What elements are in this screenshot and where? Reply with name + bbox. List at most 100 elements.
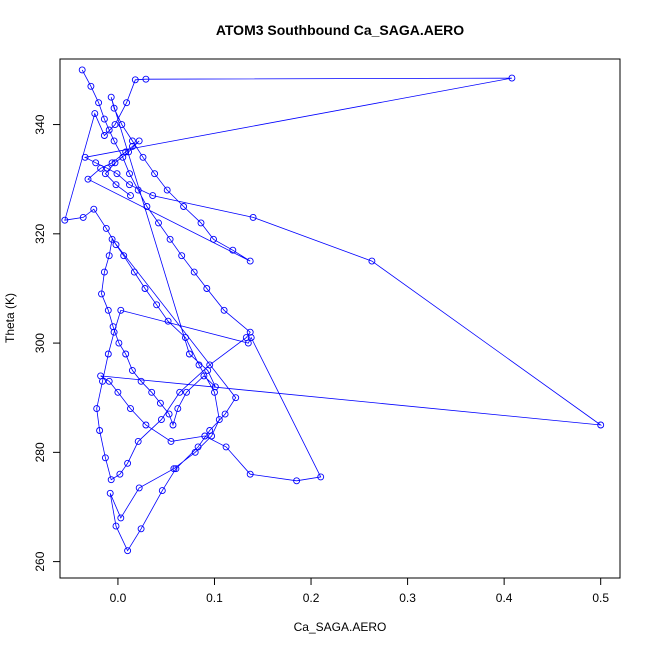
data-point (92, 159, 100, 167)
data-point (142, 75, 150, 83)
data-point (102, 224, 110, 232)
data-point (222, 443, 230, 451)
data-point (87, 82, 95, 90)
data-point (163, 186, 171, 194)
data-point (368, 257, 376, 265)
x-tick-label: 0.3 (399, 591, 416, 605)
data-point (100, 132, 108, 139)
data-point (105, 126, 113, 134)
plot-frame (59, 58, 621, 579)
data-point (128, 366, 136, 374)
data-point (111, 159, 119, 167)
x-tick-label: 0.2 (303, 591, 320, 605)
y-tick-label: 300 (33, 333, 47, 353)
data-point (120, 252, 128, 260)
data-point (104, 350, 112, 358)
data-point (90, 205, 98, 213)
data-point (142, 421, 150, 429)
data-point (124, 547, 132, 555)
x-axis: 0.0 0.1 0.2 0.3 0.4 0.5 (110, 578, 609, 605)
series-layer (61, 66, 605, 555)
data-point (244, 339, 252, 347)
data-point (137, 525, 145, 533)
data-point (174, 405, 182, 413)
data-point (112, 241, 120, 249)
data-point (108, 235, 116, 243)
data-point (112, 181, 120, 189)
data-point (118, 121, 126, 129)
y-tick-label: 280 (33, 442, 47, 462)
data-point (128, 137, 136, 145)
data-point (111, 121, 119, 129)
y-axis: 260 280 300 320 340 (33, 114, 60, 572)
data-point (126, 181, 133, 189)
data-point (119, 153, 127, 161)
data-point (107, 476, 115, 484)
data-point (153, 301, 161, 309)
data-point (215, 416, 223, 424)
data-point (158, 487, 166, 495)
data-point (247, 334, 255, 342)
data-point (100, 115, 108, 123)
data-point (108, 159, 116, 167)
data-point (167, 437, 175, 445)
data-point (185, 350, 193, 358)
data-point (183, 388, 190, 396)
data-point (61, 216, 69, 224)
data-point (123, 99, 131, 107)
data-point (135, 484, 143, 492)
data-point (170, 465, 178, 473)
data-point (201, 432, 209, 440)
data-point (122, 148, 130, 156)
x-tick-label: 0.0 (110, 591, 127, 605)
data-point (151, 170, 159, 178)
data-point (195, 361, 203, 369)
data-point (101, 454, 109, 462)
data-point (229, 246, 237, 254)
y-tick-label: 320 (33, 223, 47, 243)
data-point (107, 93, 115, 101)
data-point (78, 66, 86, 74)
data-point (155, 219, 162, 227)
data-point (81, 153, 89, 161)
data-point (130, 268, 138, 276)
y-tick-label: 260 (33, 551, 47, 571)
data-point (246, 257, 254, 265)
data-point (172, 465, 180, 473)
data-point (93, 405, 101, 413)
data-point (115, 339, 123, 347)
data-point (141, 285, 149, 292)
data-point (127, 192, 134, 200)
data-point (128, 142, 136, 150)
data-point (110, 104, 118, 112)
data-point (190, 268, 198, 276)
data-point (206, 427, 214, 434)
data-point (203, 285, 211, 292)
data-point (143, 203, 151, 210)
data-point (110, 137, 118, 145)
data-point (127, 405, 134, 413)
x-axis-title: Ca_SAGA.AERO (294, 620, 387, 634)
data-point (109, 323, 117, 331)
data-point (131, 76, 139, 84)
data-point (101, 170, 109, 178)
data-point (116, 470, 124, 478)
data-point (135, 137, 143, 145)
data-point (182, 334, 189, 342)
data-point (597, 421, 605, 429)
data-point (84, 175, 92, 183)
data-point (165, 410, 173, 418)
data-point (180, 203, 188, 210)
data-point (105, 377, 113, 385)
data-point (197, 219, 205, 227)
data-point (169, 421, 177, 429)
data-point (105, 252, 113, 260)
data-point (106, 489, 114, 497)
x-tick-label: 0.1 (206, 591, 223, 605)
data-point (221, 410, 229, 418)
data-point (137, 377, 145, 385)
data-point (149, 192, 157, 200)
data-point (139, 153, 147, 161)
data-point (232, 394, 240, 402)
